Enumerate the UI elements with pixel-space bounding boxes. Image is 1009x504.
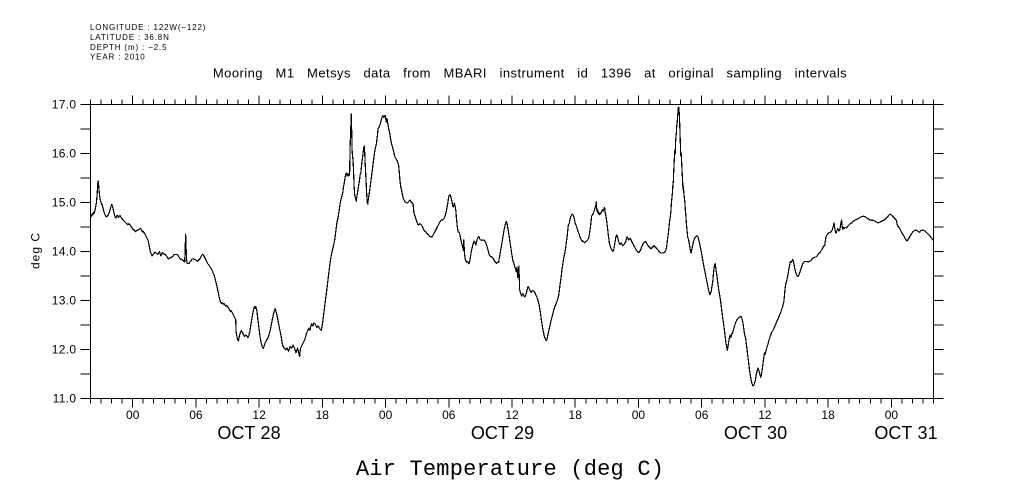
- svg-text:12.0: 12.0: [52, 343, 77, 357]
- svg-text:OCT 31: OCT 31: [874, 423, 937, 443]
- svg-text:LATITUDE : 36.8N: LATITUDE : 36.8N: [90, 33, 170, 42]
- svg-text:16.0: 16.0: [52, 147, 77, 161]
- svg-text:00: 00: [632, 408, 646, 422]
- svg-text:12: 12: [758, 408, 772, 422]
- svg-text:13.0: 13.0: [52, 294, 77, 308]
- svg-text:00: 00: [885, 408, 899, 422]
- svg-text:18: 18: [316, 408, 330, 422]
- svg-text:LONGITUDE : 122W(−122): LONGITUDE : 122W(−122): [90, 23, 206, 32]
- svg-text:Mooring M1 Metsys data from MB: Mooring M1 Metsys data from MBARI instru…: [213, 66, 847, 81]
- svg-text:00: 00: [379, 408, 393, 422]
- svg-text:12: 12: [505, 408, 519, 422]
- svg-text:06: 06: [442, 408, 456, 422]
- svg-text:06: 06: [189, 408, 203, 422]
- svg-text:18: 18: [821, 408, 835, 422]
- svg-text:OCT 29: OCT 29: [471, 423, 534, 443]
- svg-text:17.0: 17.0: [52, 98, 77, 112]
- svg-text:18: 18: [569, 408, 583, 422]
- svg-text:12: 12: [252, 408, 266, 422]
- svg-text:OCT 30: OCT 30: [724, 423, 787, 443]
- svg-text:14.0: 14.0: [52, 245, 77, 259]
- svg-text:Air Temperature (deg C): Air Temperature (deg C): [356, 457, 664, 482]
- svg-text:YEAR : 2010: YEAR : 2010: [90, 53, 146, 62]
- svg-text:OCT 28: OCT 28: [217, 423, 280, 443]
- svg-text:06: 06: [695, 408, 709, 422]
- svg-text:11.0: 11.0: [53, 392, 77, 406]
- svg-text:DEPTH (m) : −2.5: DEPTH (m) : −2.5: [90, 43, 167, 52]
- svg-text:deg C: deg C: [29, 232, 43, 269]
- svg-text:00: 00: [126, 408, 140, 422]
- svg-text:15.0: 15.0: [52, 196, 77, 210]
